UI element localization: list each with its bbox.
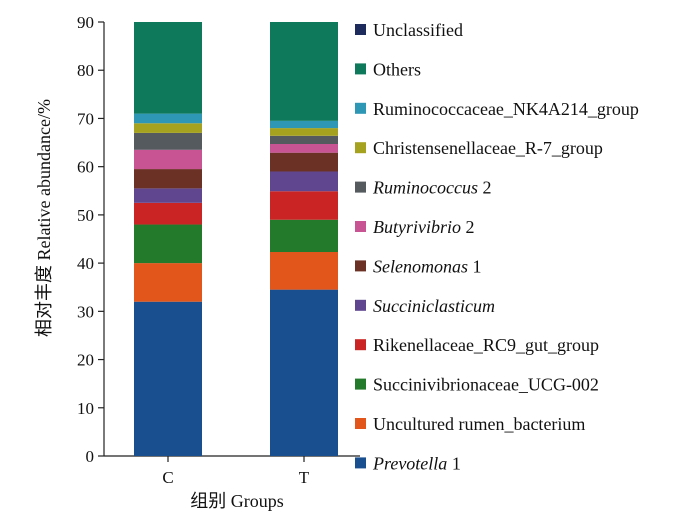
y-tick-label: 40 bbox=[77, 254, 94, 273]
y-tick-label: 10 bbox=[77, 399, 94, 418]
bar-segment bbox=[134, 224, 202, 264]
legend-swatch bbox=[355, 142, 366, 154]
x-tick-label: C bbox=[162, 468, 173, 487]
y-tick-label: 60 bbox=[77, 158, 94, 177]
bar-segment bbox=[134, 22, 202, 114]
bars bbox=[134, 22, 338, 456]
legend-item: Christensenellaceae_R-7_group bbox=[355, 138, 603, 158]
legend-item: Selenomonas 1 bbox=[355, 256, 481, 276]
legend-swatch bbox=[355, 221, 366, 232]
y-tick-label: 20 bbox=[77, 351, 94, 370]
legend: Unclassified Others Ruminococcaceae_NK4A21… bbox=[355, 20, 639, 473]
legend-swatch bbox=[355, 63, 366, 75]
bar-segment bbox=[270, 120, 338, 129]
y-tick-label: 50 bbox=[77, 206, 94, 225]
legend-item: Others bbox=[355, 59, 421, 79]
legend-label: Succinivibrionaceae_UCG-002 bbox=[373, 375, 599, 395]
legend-swatch bbox=[355, 260, 366, 272]
legend-swatch bbox=[355, 24, 366, 35]
bar-segment bbox=[270, 191, 338, 220]
bar-segment bbox=[134, 132, 202, 150]
bar-segment bbox=[134, 301, 202, 456]
legend-item: Ruminococcus 2 bbox=[355, 178, 491, 198]
bar-segment bbox=[270, 144, 338, 153]
bar-segment bbox=[134, 188, 202, 203]
x-axis-title: 组别 Groups bbox=[190, 491, 284, 511]
bar-segment bbox=[134, 263, 202, 302]
legend-label: Rikenellaceae_RC9_gut_group bbox=[373, 335, 599, 355]
bar-segment bbox=[270, 171, 338, 192]
legend-swatch bbox=[355, 378, 366, 390]
bar-segment bbox=[270, 252, 338, 290]
bar-segment bbox=[270, 128, 338, 136]
bar-segment bbox=[270, 289, 338, 456]
legend-item: Uncultured rumen_bacterium bbox=[355, 414, 585, 434]
legend-label: Ruminococcus 2 bbox=[372, 178, 491, 198]
legend-label: Others bbox=[373, 59, 421, 79]
y-tick-label: 0 bbox=[86, 447, 95, 466]
bar-segment bbox=[134, 169, 202, 189]
bar-segment bbox=[270, 22, 338, 121]
bar-segment bbox=[134, 149, 202, 170]
legend-item: Ruminococcaceae_NK4A214_group bbox=[355, 99, 639, 119]
bar-segment bbox=[134, 113, 202, 124]
bar-segment bbox=[270, 135, 338, 145]
y-ticks: 0 10 20 30 40 50 60 70 80 90 bbox=[77, 13, 104, 466]
legend-swatch bbox=[355, 102, 366, 114]
legend-label: Ruminococcaceae_NK4A214_group bbox=[373, 99, 639, 119]
legend-label: Christensenellaceae_R-7_group bbox=[373, 138, 603, 158]
legend-label: Unclassified bbox=[373, 20, 463, 40]
bar-segment bbox=[270, 152, 338, 172]
legend-item: Succiniclasticum bbox=[355, 296, 495, 316]
legend-swatch bbox=[355, 181, 366, 193]
legend-swatch bbox=[355, 457, 366, 469]
y-tick-label: 80 bbox=[77, 61, 94, 80]
y-tick-label: 30 bbox=[77, 302, 94, 321]
x-tick-label: T bbox=[299, 468, 310, 487]
legend-item: Unclassified bbox=[355, 20, 463, 40]
y-tick-label: 70 bbox=[77, 109, 94, 128]
legend-label: Succiniclasticum bbox=[373, 296, 495, 316]
legend-item: Rikenellaceae_RC9_gut_group bbox=[355, 335, 599, 355]
bar-segment bbox=[270, 219, 338, 253]
y-tick-label: 90 bbox=[77, 13, 94, 32]
legend-item: Succinivibrionaceae_UCG-002 bbox=[355, 375, 599, 395]
legend-label: Uncultured rumen_bacterium bbox=[373, 414, 585, 434]
y-axis-title: 相对丰度 Relative abundance/% bbox=[34, 99, 54, 337]
legend-item: Butyrivibrio 2 bbox=[355, 217, 475, 237]
bar-segment bbox=[134, 202, 202, 225]
legend-item: Prevotella 1 bbox=[355, 453, 461, 473]
legend-label: Selenomonas 1 bbox=[373, 256, 481, 276]
legend-label: Butyrivibrio 2 bbox=[373, 217, 475, 237]
bar-segment bbox=[134, 123, 202, 133]
legend-swatch bbox=[355, 418, 366, 429]
legend-label: Prevotella 1 bbox=[372, 453, 461, 473]
legend-swatch bbox=[355, 299, 366, 311]
legend-swatch bbox=[355, 339, 366, 351]
